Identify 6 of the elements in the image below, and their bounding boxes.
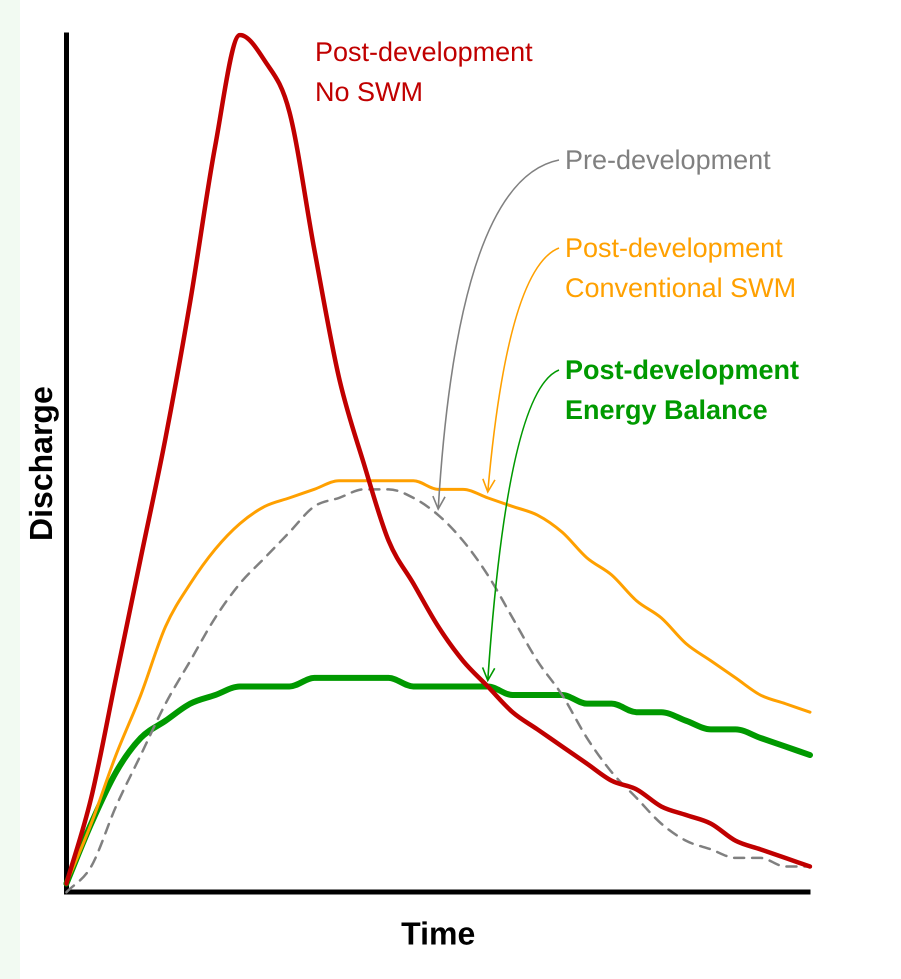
text: Pre-development [565, 144, 772, 177]
text: Post-development Energy Balance [565, 354, 800, 427]
x-axis-title: Time [401, 916, 476, 952]
series-label: Post-development No SWM [315, 36, 534, 109]
text: Post-development Conventional SWM [565, 232, 798, 305]
y-axis-title: Discharge [23, 386, 60, 541]
